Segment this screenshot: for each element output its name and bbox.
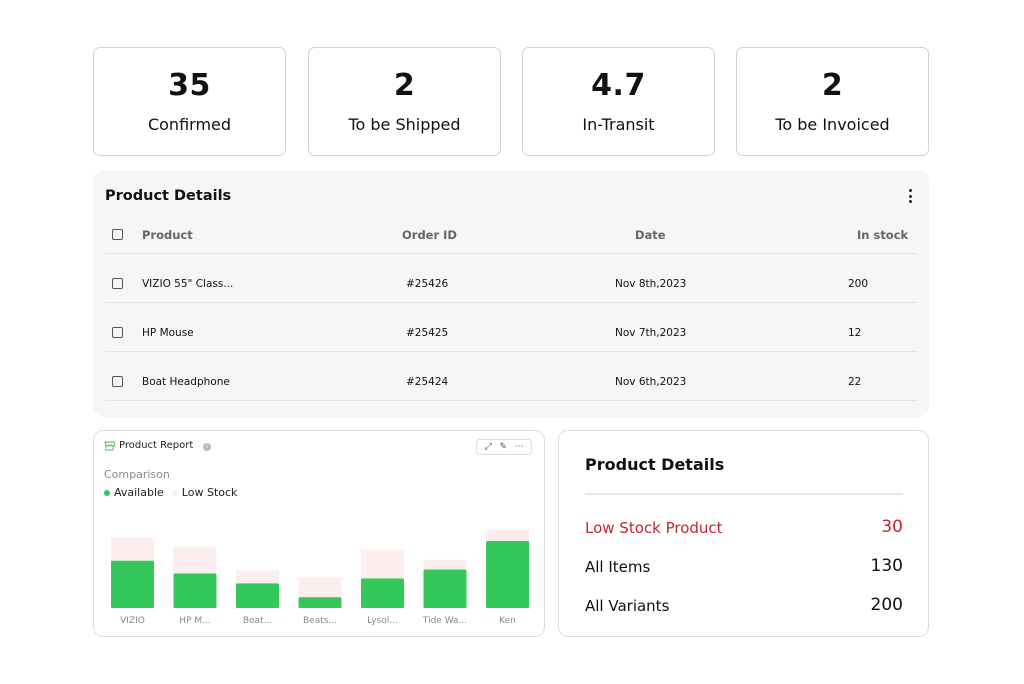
cell-in-stock: 200 bbox=[848, 278, 869, 290]
expand-icon[interactable]: ⤢ bbox=[484, 442, 492, 452]
stat-card-confirmed: 35 Confirmed bbox=[93, 47, 286, 156]
bar-available[interactable] bbox=[298, 597, 342, 608]
summary-value: 200 bbox=[870, 595, 903, 615]
product-summary-card: Product Details Low Stock Product 30 All… bbox=[558, 430, 929, 637]
bar-low-stock[interactable] bbox=[486, 530, 529, 541]
table-row[interactable]: HP Mouse #25425 Nov 7th,2023 12 bbox=[105, 303, 917, 352]
stat-label: To be Shipped bbox=[348, 115, 461, 134]
row-checkbox[interactable] bbox=[112, 376, 123, 387]
stat-value: 35 bbox=[168, 68, 211, 103]
cell-date: Nov 6th,2023 bbox=[615, 376, 687, 388]
more-icon[interactable]: ⋯ bbox=[514, 442, 524, 452]
summary-row-all-variants[interactable]: All Variants 200 bbox=[585, 595, 903, 619]
summary-row-low-stock[interactable]: Low Stock Product 30 bbox=[585, 517, 903, 541]
product-report-card: Product Report i ⤢ ✎ ⋯ Comparison Availa… bbox=[93, 430, 545, 637]
summary-label: All Items bbox=[585, 558, 651, 576]
cell-date: Nov 8th,2023 bbox=[615, 278, 687, 290]
legend-label: Low Stock bbox=[181, 486, 238, 499]
table-row[interactable]: VIZIO 55" Class... #25426 Nov 8th,2023 2… bbox=[105, 254, 917, 303]
bar-available[interactable] bbox=[111, 560, 154, 608]
legend-label: Available bbox=[114, 486, 164, 499]
summary-label: Low Stock Product bbox=[585, 519, 723, 537]
bar-available[interactable] bbox=[423, 569, 467, 609]
legend-item-low-stock[interactable]: Low Stock bbox=[171, 486, 238, 499]
stat-label: In-Transit bbox=[582, 115, 655, 134]
column-header-in-stock[interactable]: In stock bbox=[857, 228, 909, 242]
panel-title: Product Details bbox=[105, 188, 232, 204]
bar-low-stock[interactable] bbox=[423, 559, 467, 570]
store-icon bbox=[104, 441, 115, 451]
cell-product: Boat Headphone bbox=[142, 376, 230, 388]
summary-value: 130 bbox=[870, 556, 903, 576]
summary-row-all-items[interactable]: All Items 130 bbox=[585, 556, 903, 580]
cell-in-stock: 22 bbox=[848, 376, 862, 388]
select-all-checkbox[interactable] bbox=[112, 229, 123, 240]
x-tick-label: VIZIO bbox=[120, 616, 145, 626]
bar-available[interactable] bbox=[361, 578, 404, 608]
chart-toolbar: ⤢ ✎ ⋯ bbox=[476, 439, 532, 455]
stat-value: 4.7 bbox=[591, 68, 646, 103]
column-header-order-id[interactable]: Order ID bbox=[402, 228, 457, 242]
bar-available[interactable] bbox=[486, 540, 529, 608]
cell-order-id: #25425 bbox=[406, 327, 449, 339]
column-header-product[interactable]: Product bbox=[142, 228, 193, 242]
stat-label: To be Invoiced bbox=[775, 115, 890, 134]
x-tick-label: Tide Wa... bbox=[422, 616, 467, 626]
divider bbox=[585, 493, 903, 495]
table-row[interactable]: Boat Headphone #25424 Nov 6th,2023 22 bbox=[105, 352, 917, 401]
summary-label: All Variants bbox=[585, 597, 670, 615]
stat-value: 2 bbox=[821, 68, 844, 103]
bar-available[interactable] bbox=[236, 583, 279, 608]
bar-low-stock[interactable] bbox=[236, 570, 279, 584]
summary-title: Product Details bbox=[585, 455, 725, 474]
table-header: Product Order ID Date In stock bbox=[105, 222, 917, 254]
stat-card-to-be-shipped: 2 To be Shipped bbox=[308, 47, 501, 156]
column-header-date[interactable]: Date bbox=[635, 228, 666, 242]
x-tick-label: HP M... bbox=[179, 616, 210, 626]
legend-item-available[interactable]: Available bbox=[104, 486, 164, 499]
bar-low-stock[interactable] bbox=[298, 577, 342, 598]
stat-value: 2 bbox=[393, 68, 416, 103]
product-details-panel: Product Details Product Order ID Date In… bbox=[93, 170, 929, 417]
edit-icon[interactable]: ✎ bbox=[499, 442, 507, 452]
x-tick-label: Boat... bbox=[243, 616, 272, 626]
cell-order-id: #25426 bbox=[406, 278, 449, 290]
legend-swatch bbox=[171, 489, 178, 496]
row-checkbox[interactable] bbox=[112, 278, 123, 289]
report-title: Product Report bbox=[119, 440, 194, 451]
bar-low-stock[interactable] bbox=[361, 549, 404, 579]
more-options-icon[interactable] bbox=[907, 189, 913, 203]
cell-in-stock: 12 bbox=[848, 327, 862, 339]
chart-legend: Available Low Stock bbox=[104, 486, 245, 499]
chart-subtitle: Comparison bbox=[104, 468, 170, 481]
x-tick-label: Ken bbox=[499, 616, 516, 626]
stat-label: Confirmed bbox=[147, 115, 232, 134]
summary-value: 30 bbox=[881, 517, 903, 537]
cell-order-id: #25424 bbox=[406, 376, 449, 388]
legend-swatch bbox=[104, 489, 110, 496]
stock-bar-chart: VIZIO HP M... Boat... Beats... Lysol... Tide … bbox=[111, 530, 529, 626]
row-checkbox[interactable] bbox=[112, 327, 123, 338]
cell-product: VIZIO 55" Class... bbox=[142, 278, 234, 290]
cell-product: HP Mouse bbox=[142, 327, 194, 339]
x-tick-label: Beats... bbox=[303, 616, 337, 626]
cell-date: Nov 7th,2023 bbox=[615, 327, 687, 339]
bar-available[interactable] bbox=[173, 573, 217, 608]
x-tick-label: Lysol... bbox=[367, 616, 398, 626]
info-icon[interactable]: i bbox=[203, 443, 211, 451]
bar-low-stock[interactable] bbox=[173, 546, 217, 574]
stat-card-to-be-invoiced: 2 To be Invoiced bbox=[736, 47, 929, 156]
bar-low-stock[interactable] bbox=[111, 537, 154, 561]
stat-card-in-transit: 4.7 In-Transit bbox=[522, 47, 715, 156]
